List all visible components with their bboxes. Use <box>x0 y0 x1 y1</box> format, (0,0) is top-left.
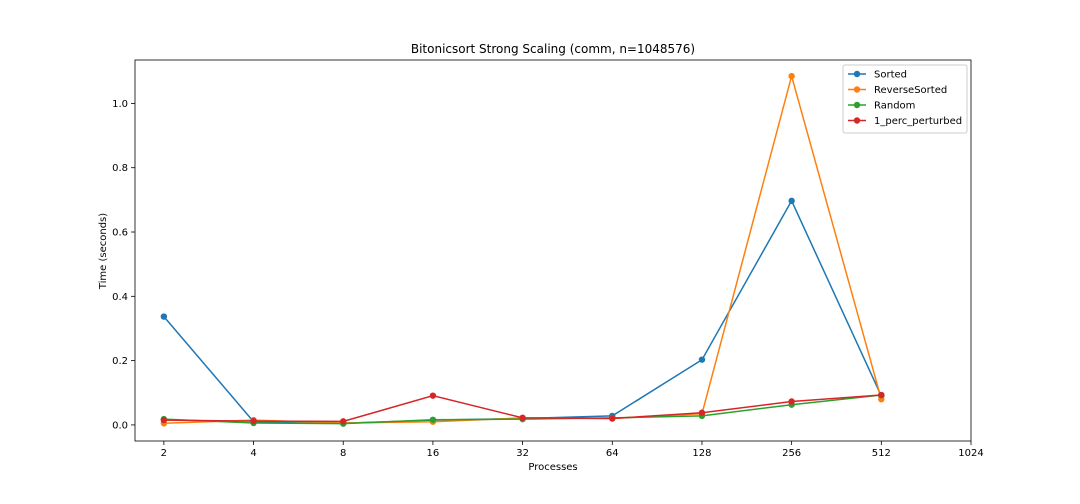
series-line-0 <box>163 199 882 425</box>
data-point <box>698 356 706 363</box>
data-point <box>788 197 795 205</box>
data-point <box>250 417 257 425</box>
data-point <box>160 416 168 424</box>
x-tick-label: 1024 <box>958 448 983 459</box>
legend-label: 1_perc_perturbed <box>874 116 962 127</box>
x-tick-label: 128 <box>692 448 711 459</box>
legend-swatch-marker <box>853 101 861 109</box>
x-axis-label: Processes <box>528 462 577 473</box>
chart-title: Bitonicsort Strong Scaling (comm, n=1048… <box>411 42 695 56</box>
legend-swatch-marker <box>853 70 861 78</box>
x-tick-label: 64 <box>606 448 619 459</box>
data-point <box>340 418 347 425</box>
legend-label: Sorted <box>874 70 907 81</box>
y-tick-label: 0.4 <box>112 292 128 303</box>
x-tick-label: 256 <box>782 448 801 459</box>
series-line-1 <box>163 73 883 425</box>
data-point <box>160 313 168 320</box>
plot-area <box>160 72 885 427</box>
data-point <box>788 398 795 405</box>
y-tick-label: 0.0 <box>112 420 128 431</box>
y-tick-label: 1.0 <box>112 99 128 110</box>
y-axis-label: Time (seconds) <box>98 213 109 290</box>
data-point <box>788 72 795 80</box>
y-tick-label: 0.6 <box>112 228 128 239</box>
x-tick-label: 512 <box>872 448 891 459</box>
x-tick-label: 4 <box>250 448 256 459</box>
legend: Sorted ReverseSorted Random 1_perc_perturbe… <box>842 64 968 134</box>
data-point <box>519 414 526 422</box>
x-tick-label: 8 <box>340 448 346 459</box>
axes-frame <box>134 59 972 442</box>
legend-label: ReverseSorted <box>874 85 947 96</box>
y-tick-label: 0.2 <box>112 356 128 367</box>
legend-swatch-marker <box>853 117 861 124</box>
legend-label: Random <box>874 101 915 112</box>
data-point <box>698 409 706 416</box>
data-point <box>429 416 437 423</box>
data-point <box>609 415 616 422</box>
y-tick-label: 0.8 <box>112 163 128 174</box>
x-tick-label: 16 <box>427 448 440 459</box>
x-tick-label: 2 <box>161 448 167 459</box>
x-tick-label: 32 <box>516 448 529 459</box>
data-point <box>878 391 885 399</box>
axes: 2 4 8 16 32 64 128 256 512 1024 0.0 0.2 0.4 0.6 0.8 1.0 <box>112 59 984 459</box>
legend-swatch-marker <box>853 86 861 93</box>
data-point <box>429 392 437 399</box>
legend-box <box>842 64 968 134</box>
